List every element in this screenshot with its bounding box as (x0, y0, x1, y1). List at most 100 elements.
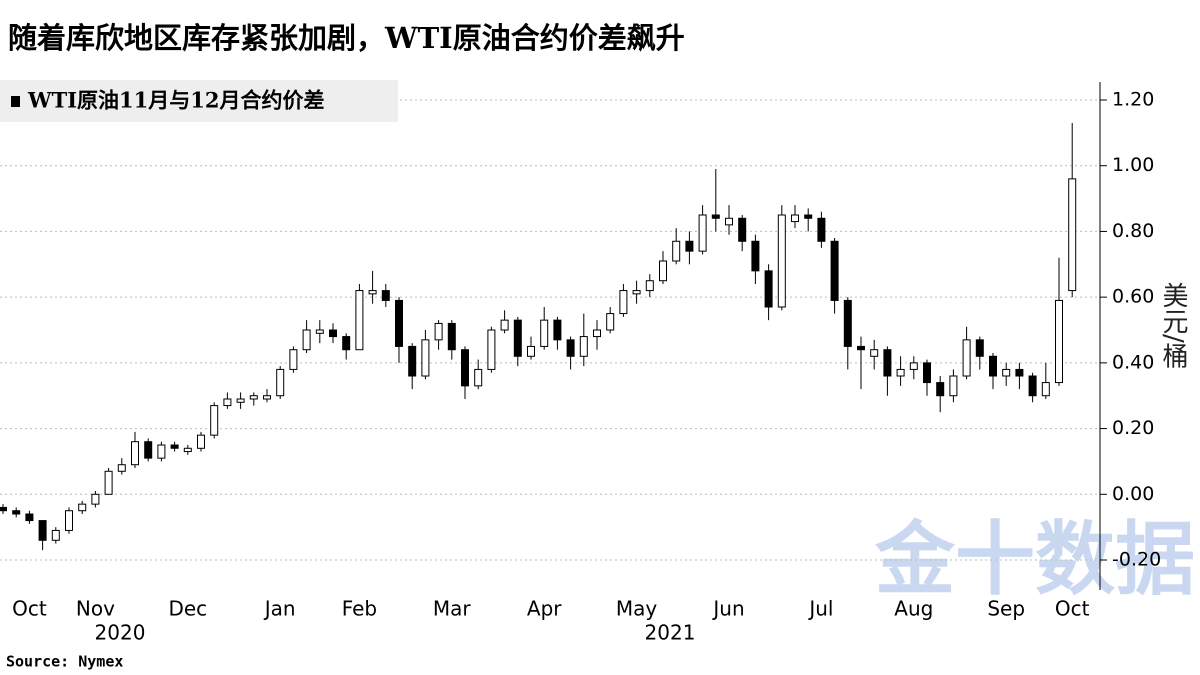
y-tick-label: 0.60 (1112, 286, 1154, 308)
x-tick-label: Nov (76, 597, 115, 621)
x-tick-label: Apr (527, 597, 562, 621)
candle-body (738, 217, 747, 242)
candle-body (1055, 299, 1063, 384)
x-tick-label: Sep (987, 597, 1025, 621)
watermark: 金十数据 (874, 513, 1195, 606)
x-tick-label: Oct (1055, 597, 1090, 621)
x-tick-label: Feb (342, 597, 377, 621)
candle-body (368, 290, 377, 295)
candle-body (764, 270, 773, 308)
candle-body (0, 506, 7, 512)
candle-body (685, 240, 694, 252)
candle-body (579, 336, 588, 357)
x-tick-label: Mar (433, 597, 472, 621)
candle-body (751, 240, 760, 272)
candle-body (197, 434, 205, 449)
candle-body (883, 349, 892, 377)
candle-body (25, 513, 34, 522)
candle-body (962, 339, 971, 377)
year-label: 2020 (95, 621, 146, 645)
candle-body (923, 362, 931, 384)
candle-body (619, 290, 628, 315)
candle-body (170, 444, 179, 449)
candle-body (381, 290, 390, 301)
y-tick-label: 0.80 (1112, 220, 1154, 242)
candle-body (843, 299, 852, 347)
candle-body (777, 214, 786, 308)
x-tick-label: May (616, 597, 658, 621)
candle-body (527, 345, 535, 357)
candle-body (1015, 368, 1024, 377)
y-tick-label: 0.00 (1112, 483, 1154, 505)
candle-body (12, 510, 21, 515)
x-tick-label: Jul (807, 597, 833, 621)
candle-body (421, 339, 430, 377)
y-tick-label: -0.20 (1112, 549, 1161, 571)
legend-swatch (11, 96, 20, 107)
candle-body (857, 345, 865, 351)
candle-body (989, 355, 997, 377)
candle-body (223, 398, 232, 407)
x-tick-label: Jan (263, 597, 296, 621)
y-tick-label: 0.20 (1112, 417, 1154, 439)
candle-body (302, 329, 311, 351)
candle-body (936, 382, 945, 397)
candle-body (513, 319, 522, 357)
candle-body (78, 503, 87, 512)
candle-body (817, 217, 826, 242)
candle-body (210, 405, 219, 436)
candle-body (315, 329, 324, 334)
candle-body (157, 444, 166, 459)
candle-body (289, 349, 298, 370)
candle-body (249, 395, 258, 400)
candle-body (65, 510, 73, 531)
candle-body (104, 470, 113, 495)
candle-body (1068, 178, 1077, 292)
candle-body (395, 299, 403, 347)
candle-body (183, 447, 192, 453)
candle-body (500, 319, 509, 331)
candle-body (51, 529, 60, 541)
candle-body (355, 290, 364, 351)
candle-body (830, 240, 839, 301)
candle-body (896, 368, 905, 377)
candle-body (474, 368, 483, 387)
y-axis-label: 美元/桶 (1158, 282, 1188, 369)
candle-body (38, 520, 47, 541)
candle-body (144, 441, 153, 459)
candle-body (606, 313, 615, 331)
candle-body (487, 329, 496, 370)
candle-body (329, 329, 337, 338)
candle-body (540, 319, 549, 347)
legend-box (0, 80, 398, 122)
candle-body (263, 395, 271, 400)
legend-label: WTI原油11月与12月合约价差 (27, 88, 324, 113)
candle-body (659, 260, 667, 282)
candle-body (791, 214, 799, 223)
candle-body (672, 240, 681, 262)
candle-body (342, 336, 351, 351)
candle-body (408, 345, 417, 377)
candle-body (461, 349, 469, 387)
candle-body (804, 214, 813, 219)
candle-body (870, 349, 879, 357)
candle-body (725, 217, 733, 226)
candle-body (1028, 375, 1037, 397)
candle-body (1002, 368, 1011, 377)
chart-title: 随着库欣地区库存紧张加剧，WTI原油合约价差飙升 (8, 21, 685, 55)
candle-body (447, 322, 456, 351)
candle-body (632, 290, 641, 295)
candle-body (698, 214, 707, 252)
y-tick-label: 0.40 (1112, 351, 1154, 373)
y-tick-label: 1.20 (1112, 89, 1154, 111)
y-tick-label: 1.00 (1112, 154, 1154, 176)
x-tick-label: Aug (894, 597, 933, 621)
candle-body (566, 339, 575, 357)
x-tick-label: Dec (168, 597, 207, 621)
candle-body (909, 362, 918, 370)
year-label: 2021 (645, 621, 696, 645)
x-tick-label: Oct (12, 597, 47, 621)
x-tick-label: Jun (711, 597, 744, 621)
